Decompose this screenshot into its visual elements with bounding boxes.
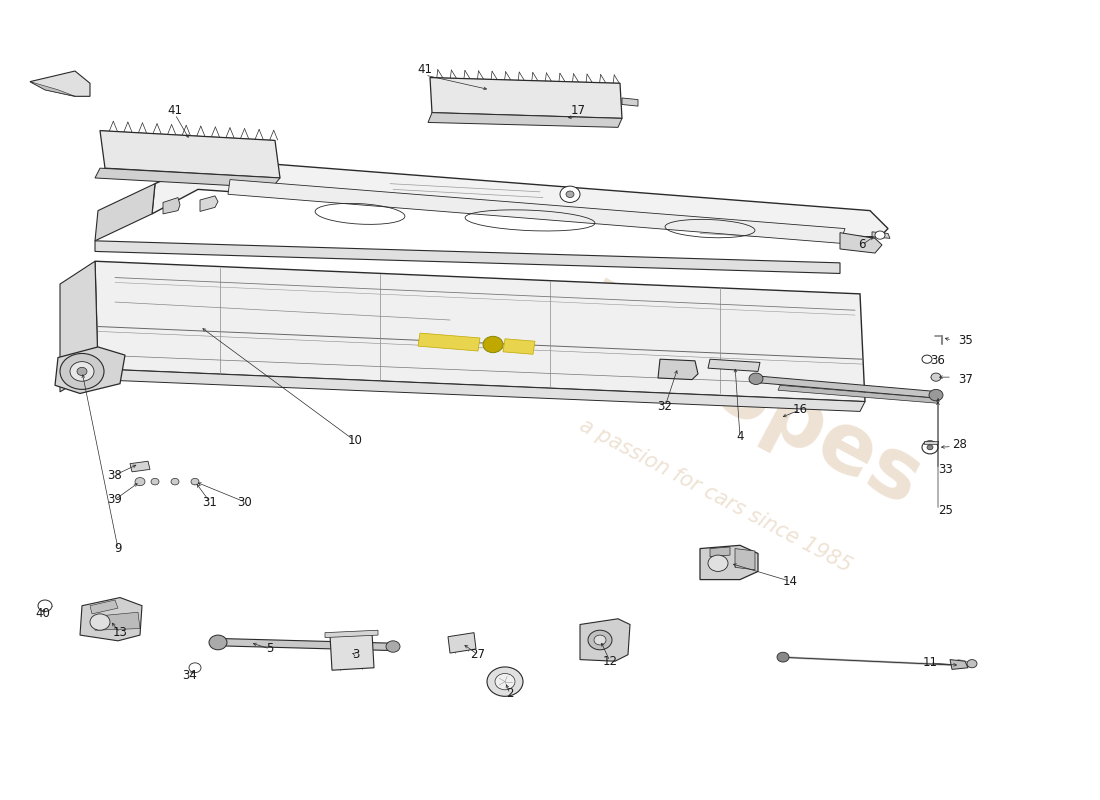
Polygon shape (330, 633, 374, 670)
Circle shape (588, 630, 612, 650)
Text: 14: 14 (782, 574, 797, 588)
Circle shape (931, 373, 940, 382)
Circle shape (777, 652, 789, 662)
Text: 31: 31 (202, 495, 218, 509)
Text: 13: 13 (112, 626, 128, 639)
Text: 16: 16 (792, 403, 807, 416)
Circle shape (60, 354, 104, 390)
Polygon shape (735, 549, 755, 570)
Text: 32: 32 (658, 400, 672, 413)
Polygon shape (430, 78, 622, 118)
Circle shape (594, 635, 606, 645)
Circle shape (70, 362, 94, 382)
Circle shape (922, 441, 938, 454)
Polygon shape (95, 241, 840, 274)
Text: 9: 9 (114, 542, 122, 555)
Text: 11: 11 (923, 656, 937, 670)
Circle shape (560, 186, 580, 202)
Circle shape (386, 641, 400, 652)
Polygon shape (700, 546, 758, 579)
Polygon shape (503, 338, 535, 354)
Text: 39: 39 (108, 493, 122, 506)
Circle shape (874, 231, 886, 239)
Polygon shape (30, 82, 75, 96)
Circle shape (495, 674, 515, 690)
Text: 30: 30 (238, 495, 252, 509)
Circle shape (487, 667, 522, 696)
Text: 4: 4 (736, 430, 744, 443)
Polygon shape (95, 612, 140, 630)
Circle shape (77, 367, 87, 375)
Polygon shape (95, 184, 155, 241)
Circle shape (749, 373, 763, 385)
Polygon shape (924, 441, 938, 444)
Polygon shape (95, 262, 865, 402)
Polygon shape (90, 600, 118, 614)
Text: 38: 38 (108, 469, 122, 482)
Circle shape (189, 663, 201, 673)
Polygon shape (55, 347, 125, 394)
Polygon shape (710, 547, 730, 557)
Text: 41: 41 (167, 104, 183, 117)
Circle shape (170, 478, 179, 485)
Polygon shape (708, 359, 760, 371)
Circle shape (967, 659, 977, 668)
Text: 27: 27 (471, 648, 485, 661)
Text: 17: 17 (571, 104, 585, 117)
Polygon shape (163, 198, 180, 214)
Polygon shape (778, 386, 938, 403)
Text: 34: 34 (183, 670, 197, 682)
Polygon shape (214, 638, 395, 650)
Circle shape (483, 336, 503, 353)
Circle shape (209, 635, 227, 650)
Polygon shape (428, 113, 622, 127)
Text: 25: 25 (938, 504, 953, 517)
Polygon shape (30, 71, 90, 96)
Text: 3: 3 (352, 648, 360, 661)
Circle shape (566, 191, 574, 198)
Polygon shape (950, 659, 968, 670)
Text: 2: 2 (506, 687, 514, 700)
Circle shape (930, 390, 943, 401)
Polygon shape (95, 369, 865, 411)
Text: 37: 37 (958, 373, 972, 386)
Text: 6: 6 (858, 238, 866, 251)
Text: 10: 10 (348, 434, 362, 447)
Text: Europes: Europes (561, 275, 935, 525)
Polygon shape (448, 633, 476, 653)
Polygon shape (228, 179, 845, 243)
Polygon shape (621, 98, 638, 106)
Circle shape (922, 355, 932, 363)
Polygon shape (580, 618, 630, 662)
Polygon shape (60, 262, 98, 392)
Polygon shape (95, 168, 280, 188)
Circle shape (151, 478, 160, 485)
Polygon shape (750, 375, 940, 398)
Text: 28: 28 (952, 438, 967, 451)
Text: 12: 12 (603, 654, 617, 668)
Text: 5: 5 (266, 642, 274, 655)
Text: 40: 40 (35, 607, 51, 620)
Circle shape (191, 478, 199, 485)
Polygon shape (80, 598, 142, 641)
Text: a passion for cars since 1985: a passion for cars since 1985 (575, 415, 855, 577)
Polygon shape (100, 130, 280, 178)
Circle shape (708, 555, 728, 571)
Circle shape (927, 445, 933, 450)
Polygon shape (658, 359, 698, 379)
Text: 35: 35 (958, 334, 972, 347)
Text: 41: 41 (418, 63, 432, 76)
Circle shape (39, 600, 52, 611)
Polygon shape (324, 630, 378, 638)
Polygon shape (130, 462, 150, 472)
Circle shape (135, 478, 145, 486)
Polygon shape (152, 159, 888, 237)
Text: 36: 36 (930, 354, 945, 367)
Polygon shape (200, 196, 218, 211)
Text: 33: 33 (938, 463, 953, 476)
Circle shape (90, 614, 110, 630)
Polygon shape (872, 232, 890, 238)
Polygon shape (840, 233, 882, 253)
Polygon shape (418, 333, 480, 351)
